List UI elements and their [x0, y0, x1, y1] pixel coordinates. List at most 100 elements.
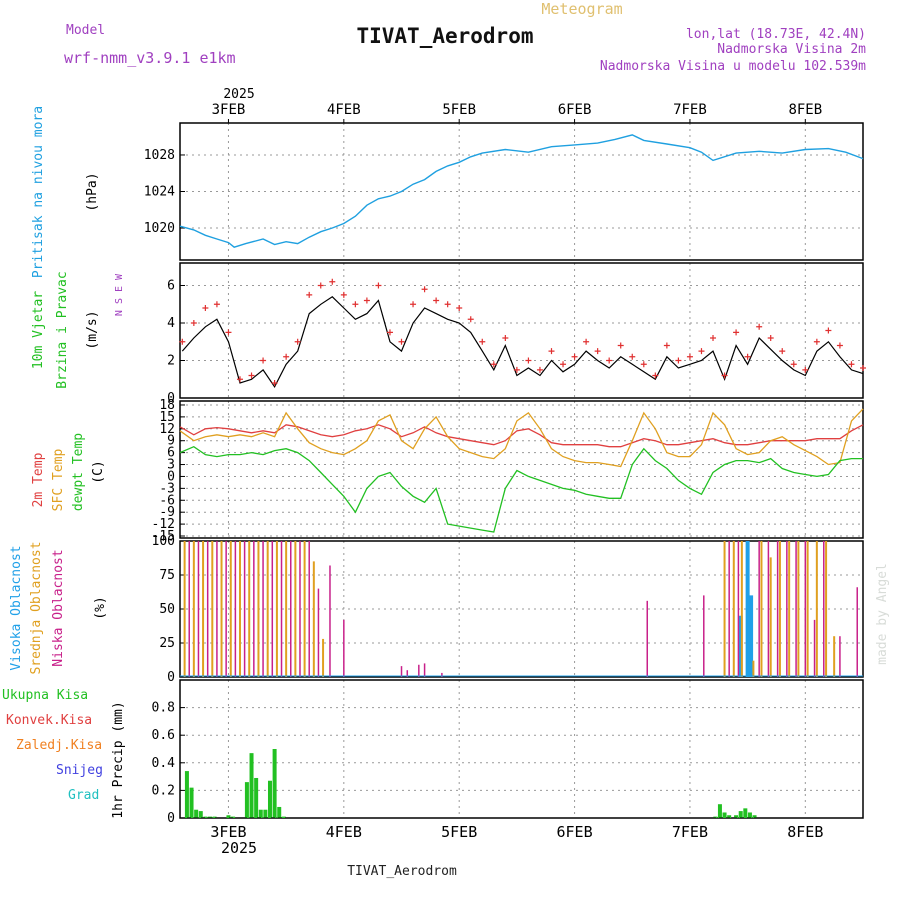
wind-gust-marker: [606, 357, 613, 364]
y-tick-label: 3: [167, 458, 175, 473]
wind-gust-marker: [675, 357, 682, 364]
panel-frame: [179, 540, 864, 678]
y-tick-label: 0.2: [152, 783, 175, 798]
wind-gust-marker: [456, 305, 463, 311]
top-date-tick: 6FEB: [558, 102, 592, 118]
precip-bar: [212, 816, 217, 818]
precip-bar: [747, 812, 752, 818]
wind-gust-marker: [698, 348, 705, 355]
lonlat-label: lon,lat (18.73E, 42.4N): [686, 27, 866, 42]
precip-bar: [231, 816, 236, 818]
wind-gust-marker: [398, 338, 405, 345]
precip-bar: [249, 753, 254, 818]
wind-gust-marker: [271, 380, 278, 386]
bottom-date-tick: 5FEB: [441, 823, 477, 841]
top-year-label: 2025: [223, 87, 254, 102]
pressure-axis-title: Pritisak na nivou mora: [31, 106, 46, 278]
precip-bar: [281, 816, 286, 818]
y-tick-label: -12: [152, 517, 175, 532]
bottom-year-label: 2025: [221, 839, 257, 857]
panel-wind: 0 2 4 6: [167, 262, 866, 406]
wind-gust-marker: [710, 335, 717, 341]
y-tick-label: 6: [167, 279, 175, 294]
y-tick-label: 0.6: [152, 728, 175, 743]
temp-2m-line: [179, 424, 864, 448]
bottom-date-tick: 4FEB: [326, 823, 362, 841]
pressure-unit-label: (hPa): [85, 172, 100, 211]
wind-gust-marker: [848, 361, 855, 368]
compass-rose-icon: N S E W: [114, 273, 125, 316]
wind-speed-line: [181, 296, 864, 388]
wind-gust-marker: [536, 366, 543, 373]
wind-gust-marker: [317, 282, 324, 289]
y-tick-label: -6: [159, 493, 175, 508]
wind-gust-marker: [744, 353, 751, 360]
precip-bar: [272, 749, 277, 818]
y-tick-label: 0: [167, 391, 175, 406]
top-date-tick: 5FEB: [442, 102, 476, 118]
y-tick-label: -15: [152, 529, 175, 544]
wind-gust-marker: [813, 338, 820, 345]
y-tick-label: 25: [159, 636, 175, 651]
wind-gust-marker: [560, 361, 567, 368]
wind-gust-marker: [860, 365, 866, 371]
y-tick-label: 18: [159, 398, 175, 413]
panel-precipitation: 0 0.2 0.4 0.6 0.8: [152, 679, 864, 826]
y-tick-label: 0: [167, 811, 175, 826]
precip-bar: [226, 815, 231, 818]
credit-watermark: made by Angel: [875, 563, 890, 665]
y-tick-label: 50: [159, 602, 175, 617]
wind-gust-marker: [479, 338, 486, 345]
temp-sfc-axis-title: SFC Temp: [51, 449, 66, 512]
dewpt-line: [179, 445, 863, 533]
precip-snow-label: Snijeg: [56, 763, 103, 778]
wind-gust-marker: [836, 342, 843, 349]
top-date-tick: 8FEB: [788, 102, 822, 118]
footer-station: TIVAT_Aerodrom: [347, 864, 457, 879]
wind-gust-marker: [363, 297, 370, 304]
wind-gust-marker: [583, 338, 590, 345]
y-tick-label: 0.8: [152, 701, 175, 716]
wind-gust-marker: [756, 323, 763, 330]
temp-sfc-line: [179, 408, 864, 468]
y-tick-label: -9: [159, 505, 175, 520]
precip-bar: [722, 812, 727, 818]
cloud-mid-axis-title: Srednja Oblacnost: [29, 541, 44, 674]
wind-gust-marker: [213, 301, 220, 308]
wind-gust-marker: [260, 357, 267, 364]
cloud-low-axis-title: Niska Oblacnost: [51, 549, 66, 666]
dewpt-axis-title: dewpt Temp: [71, 433, 86, 511]
precip-bar: [713, 816, 718, 818]
wind-gust-marker: [294, 338, 301, 345]
wind-gust-marker: [190, 320, 197, 326]
wind-gust-marker: [825, 327, 832, 334]
precip-bar: [743, 808, 748, 818]
wind-gust-marker: [410, 301, 417, 308]
top-date-axis: 2025 3FEB 4FEB 5FEB 6FEB 7FEB 8FEB: [212, 87, 822, 123]
panel-frame: [179, 400, 864, 539]
wind-gust-marker: [179, 338, 186, 345]
y-tick-label: 0: [167, 469, 175, 484]
top-date-tick: 7FEB: [673, 102, 707, 118]
y-tick-label: 75: [159, 568, 175, 583]
product-title: Meteogram: [541, 0, 622, 18]
model-height-label: Nadmorska Visina u modelu 102.539m: [600, 59, 866, 74]
bottom-date-tick: 3FEB: [210, 823, 246, 841]
temp-unit-label: (C): [91, 460, 106, 483]
wind-gust-marker: [248, 372, 255, 379]
y-tick-label: 100: [152, 534, 175, 549]
wind-gust-marker: [594, 348, 601, 355]
wind-gust-marker: [421, 286, 428, 293]
y-tick-label: 4: [167, 316, 175, 331]
wind-gust-marker: [686, 353, 693, 360]
wind-gust-marker: [767, 335, 774, 341]
bottom-date-axis: 2025 3FEB 4FEB 5FEB 6FEB 7FEB 8FEB: [210, 823, 823, 857]
precip-bar: [244, 782, 249, 818]
y-tick-label: 9: [167, 434, 175, 449]
wind-gust-marker: [283, 353, 290, 360]
precip-bar: [258, 809, 263, 818]
precip-conv-label: Konvek.Kisa: [6, 713, 92, 728]
panel-cloud_cover: 0 25 50 75 100: [152, 534, 864, 685]
wind-gust-marker: [640, 361, 647, 368]
wind-gust-marker: [375, 282, 382, 289]
